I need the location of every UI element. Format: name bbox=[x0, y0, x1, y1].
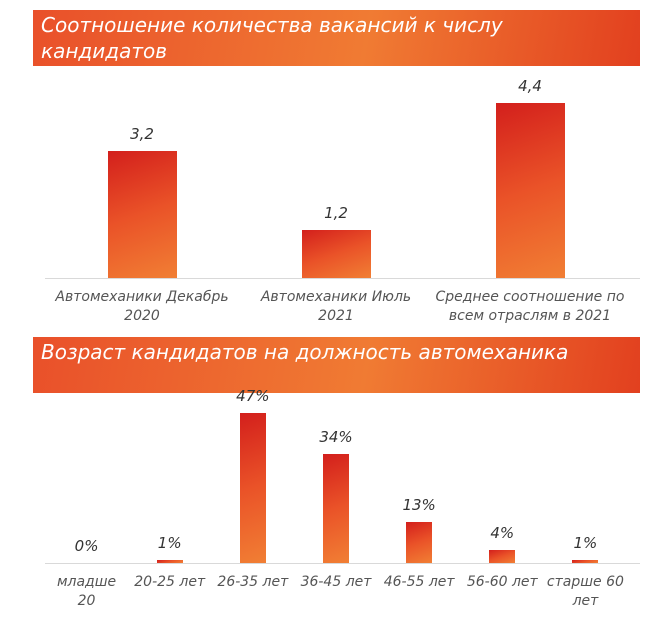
value-label: 1% bbox=[157, 533, 182, 552]
x-tick-label: младше 20 bbox=[56, 574, 117, 609]
x-tick-label: 46-55 лет bbox=[383, 574, 455, 590]
value-label: 47% bbox=[236, 387, 270, 405]
baseline bbox=[45, 563, 640, 564]
bar bbox=[301, 230, 371, 278]
value-label: 1,2 bbox=[324, 204, 348, 223]
x-tick-label: Автомеханики Декабрь 2020 bbox=[55, 289, 229, 324]
bar bbox=[107, 150, 177, 278]
value-label: 3,2 bbox=[130, 124, 154, 143]
chart-title: Соотношение количества вакансий к числу … bbox=[41, 13, 503, 63]
x-tick-label: 56-60 лет bbox=[466, 574, 538, 590]
chart-title: Возраст кандидатов на должность автомеха… bbox=[41, 340, 569, 364]
value-label: 4,4 bbox=[518, 77, 542, 95]
bar bbox=[495, 103, 565, 278]
x-tick-label: 26-35 лет bbox=[217, 574, 289, 590]
title-banner: Соотношение количества вакансий к числу … bbox=[33, 10, 640, 66]
bar bbox=[572, 559, 599, 563]
value-label: 34% bbox=[319, 428, 353, 447]
bar bbox=[489, 550, 516, 563]
value-label: 1% bbox=[573, 533, 598, 552]
x-tick-label: старше 60 лет bbox=[546, 574, 624, 609]
title-banner: Возраст кандидатов на должность автомеха… bbox=[33, 337, 640, 393]
value-label: 13% bbox=[402, 495, 436, 514]
bar bbox=[239, 413, 266, 563]
x-tick-label: 36-45 лет bbox=[300, 574, 372, 590]
bar bbox=[156, 559, 183, 563]
value-label: 0% bbox=[74, 537, 99, 555]
bar bbox=[406, 521, 433, 563]
bar bbox=[323, 454, 349, 563]
value-label: 4% bbox=[490, 524, 515, 543]
x-tick-label: Среднее соотношение по всем отраслям в 2… bbox=[435, 289, 625, 324]
x-tick-label: 20-25 лет bbox=[134, 574, 206, 590]
baseline bbox=[45, 278, 640, 279]
x-tick-label: Автомеханики Июль 2021 bbox=[260, 289, 412, 324]
